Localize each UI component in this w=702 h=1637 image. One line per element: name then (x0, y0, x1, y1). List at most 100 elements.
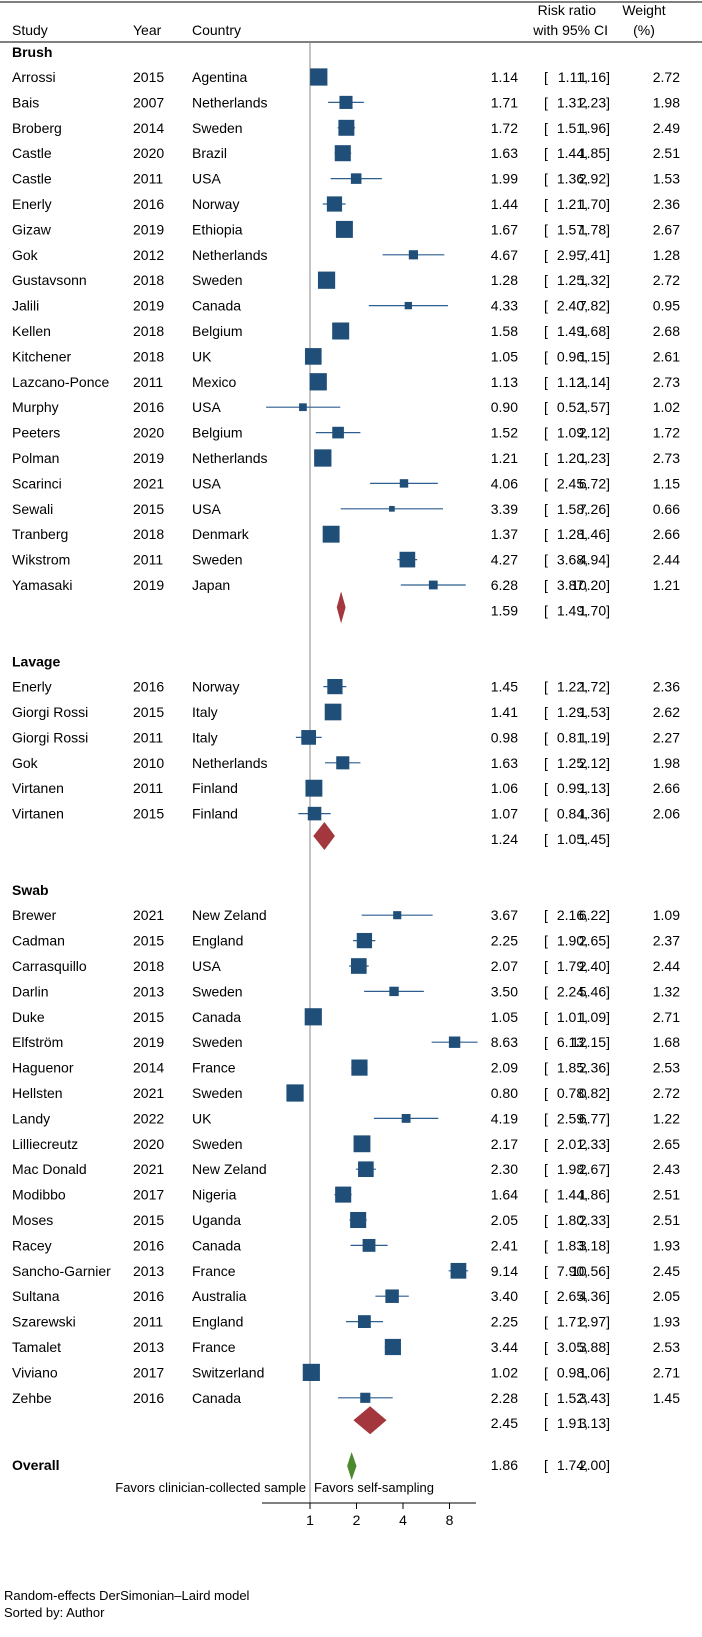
study-0-4-bracket: [ (544, 171, 548, 187)
study-0-6-weight: 2.67 (653, 221, 680, 237)
study-0-17-year: 2015 (133, 501, 164, 517)
study-0-6-marker (335, 220, 353, 238)
study-1-5-marker (307, 806, 322, 821)
study-0-10-bracket: [ (544, 323, 548, 339)
study-0-7-bracket: [ (544, 247, 548, 263)
study-0-1-ci-high: 2.23] (579, 94, 610, 110)
study-0-18-year: 2018 (133, 526, 164, 542)
study-2-13-weight: 1.93 (653, 1237, 680, 1253)
study-0-14-weight: 1.72 (653, 425, 680, 441)
study-2-5-year: 2019 (133, 1034, 164, 1050)
study-2-2-marker (350, 958, 367, 974)
study-2-6-name: Haguenor (12, 1060, 74, 1076)
study-2-7-country: Sweden (192, 1085, 243, 1101)
study-1-3-bracket: [ (544, 755, 548, 771)
study-2-13-bracket: [ (544, 1237, 548, 1253)
study-0-0-year: 2015 (133, 69, 164, 85)
study-0-7-marker (408, 250, 418, 260)
study-2-19-bracket: [ (544, 1390, 548, 1406)
study-0-14-year: 2020 (133, 425, 164, 441)
study-2-0-ci-high: 6.22] (579, 907, 610, 923)
study-1-1-ci-high: 1.53] (579, 704, 610, 720)
study-1-3-ci-high: 2.12] (579, 755, 610, 771)
study-2-13-ci-high: 3.18] (579, 1237, 610, 1253)
study-2-12-weight: 2.51 (653, 1212, 680, 1228)
study-1-4-year: 2011 (133, 780, 163, 796)
study-0-19-marker (399, 551, 416, 568)
study-0-0-name: Arrossi (12, 69, 56, 85)
study-0-7-year: 2012 (133, 247, 164, 263)
study-0-2-marker (338, 119, 355, 136)
study-2-8-year: 2022 (133, 1110, 164, 1126)
study-0-6-rr: 1.67 (491, 221, 518, 237)
study-0-13-country: USA (192, 399, 221, 415)
study-2-4-year: 2015 (133, 1009, 164, 1025)
study-2-19-ci-low: 1.52, (557, 1390, 588, 1406)
study-2-16-country: England (192, 1314, 243, 1330)
study-0-11-ci-low: 0.96, (557, 348, 588, 364)
study-2-5-weight: 1.68 (653, 1034, 680, 1050)
study-1-5-ci-low: 0.84, (557, 806, 588, 822)
study-2-0-marker (393, 911, 402, 920)
study-0-14-ci-low: 1.09, (557, 425, 588, 441)
study-0-9-weight: 0.95 (653, 298, 680, 314)
study-2-9-year: 2020 (133, 1136, 164, 1152)
overall-ci-low: 1.74, (557, 1457, 588, 1473)
study-0-4-country: USA (192, 171, 221, 187)
study-2-16-marker (357, 1315, 371, 1329)
study-2-6-rr: 2.09 (491, 1060, 518, 1076)
study-2-11-bracket: [ (544, 1187, 548, 1203)
study-2-1-weight: 2.37 (653, 933, 680, 949)
pooled-swab-ci-high: 3.13] (579, 1415, 610, 1431)
overall-label: Overall (12, 1457, 59, 1473)
favors-left-label: Favors clinician-collected sample (115, 1480, 306, 1495)
study-0-18-ci-high: 1.46] (579, 526, 610, 542)
study-2-4-bracket: [ (544, 1009, 548, 1025)
study-2-4-ci-high: 1.09] (579, 1009, 610, 1025)
pooled-diamond-brush (336, 591, 346, 624)
group-label-swab: Swab (12, 882, 49, 898)
study-0-3-weight: 2.51 (653, 145, 680, 161)
study-0-7-ci-high: 7.41] (579, 247, 610, 263)
study-2-14-country: France (192, 1263, 236, 1279)
study-0-8-weight: 2.72 (653, 272, 680, 288)
study-0-20-ci-low: 3.87, (557, 577, 588, 593)
study-2-2-ci-low: 1.79, (557, 958, 588, 974)
study-0-13-year: 2016 (133, 399, 164, 415)
study-0-6-name: Gizaw (12, 221, 52, 237)
study-2-7-ci-high: 0.82] (579, 1085, 610, 1101)
study-0-17-ci-high: 7.26] (579, 501, 610, 517)
study-2-1-bracket: [ (544, 933, 548, 949)
study-0-4-ci-high: 2.92] (579, 171, 610, 187)
study-0-17-name: Sewali (12, 501, 53, 517)
study-2-10-rr: 2.30 (491, 1161, 518, 1177)
study-0-11-year: 2018 (133, 348, 164, 364)
study-0-3-bracket: [ (544, 145, 548, 161)
study-0-12-ci-high: 1.14] (579, 374, 610, 390)
study-1-4-bracket: [ (544, 780, 548, 796)
study-2-17-marker (384, 1338, 401, 1356)
study-1-0-ci-low: 1.22, (557, 679, 588, 695)
study-2-10-weight: 2.43 (653, 1161, 680, 1177)
study-0-9-country: Canada (192, 298, 241, 314)
study-2-8-bracket: [ (544, 1110, 548, 1126)
header-rr-line1: Risk ratio (538, 2, 597, 18)
study-2-4-marker (304, 1008, 322, 1026)
study-2-7-year: 2021 (133, 1085, 164, 1101)
study-1-3-rr: 1.63 (491, 755, 518, 771)
study-2-17-ci-low: 3.05, (557, 1339, 588, 1355)
study-0-9-year: 2019 (133, 298, 164, 314)
study-2-11-ci-high: 1.86] (579, 1187, 610, 1203)
study-1-5-name: Virtanen (12, 806, 64, 822)
study-2-9-ci-low: 2.01, (557, 1136, 588, 1152)
study-0-16-bracket: [ (544, 475, 548, 491)
study-0-15-ci-high: 1.23] (579, 450, 610, 466)
study-2-9-name: Lilliecreutz (12, 1136, 78, 1152)
study-1-3-weight: 1.98 (653, 755, 680, 771)
study-1-0-marker (327, 678, 343, 695)
study-2-16-weight: 1.93 (653, 1314, 680, 1330)
header-country: Country (192, 22, 241, 38)
study-0-0-ci-high: 1.16] (579, 69, 610, 85)
overall-rr: 1.86 (491, 1457, 518, 1473)
